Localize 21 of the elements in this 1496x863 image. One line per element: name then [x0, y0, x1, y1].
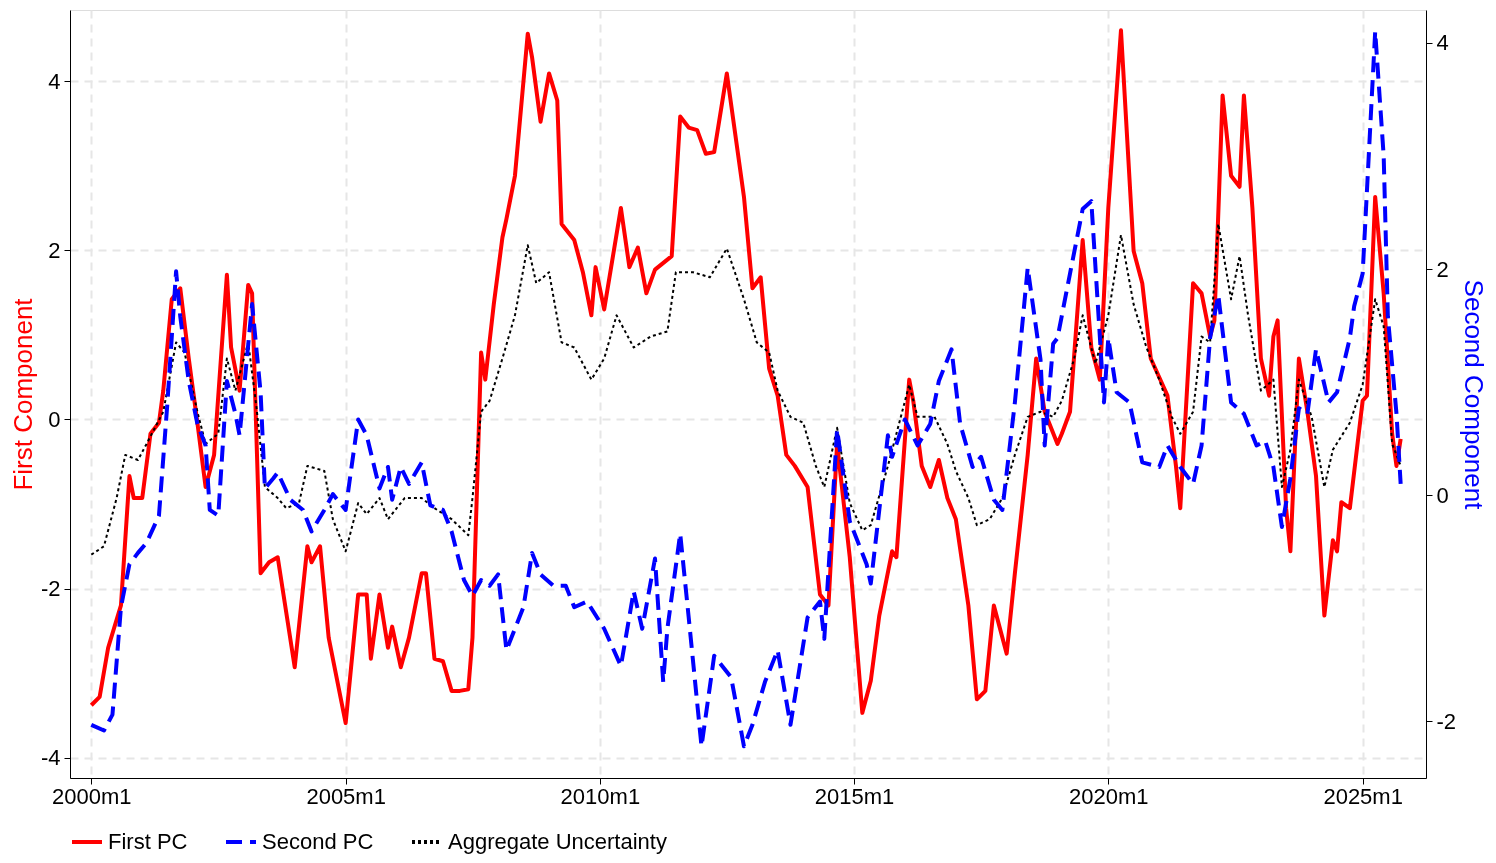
- x-tick-label: 2015m1: [814, 783, 895, 809]
- x-tick-label: 2025m1: [1323, 783, 1403, 809]
- y2-tick-label: -2: [1436, 708, 1457, 734]
- y2-tick-label: 0: [1436, 482, 1449, 508]
- x-tick-label: 2020m1: [1069, 783, 1149, 809]
- y-tick-label: 2: [48, 237, 61, 263]
- y2-tick-label: 4: [1436, 30, 1449, 56]
- x-tick-label: 2005m1: [306, 783, 386, 809]
- y2-axis-title: Second Component: [1459, 279, 1490, 511]
- legend-label: First PC: [108, 829, 188, 854]
- y-tick-label: 0: [48, 406, 61, 432]
- y-tick-label: 4: [48, 68, 61, 94]
- y-tick-label: -2: [40, 576, 61, 602]
- x-tick-label: 2000m1: [52, 783, 132, 809]
- y2-tick-label: 2: [1436, 256, 1449, 282]
- legend-label: Aggregate Uncertainty: [448, 829, 667, 854]
- line-series: [90, 222, 1402, 556]
- legend-label: Second PC: [262, 829, 374, 854]
- y-tick-label: -4: [40, 745, 61, 771]
- y-axis-title: First Component: [7, 297, 38, 491]
- x-tick-label: 2010m1: [560, 783, 641, 809]
